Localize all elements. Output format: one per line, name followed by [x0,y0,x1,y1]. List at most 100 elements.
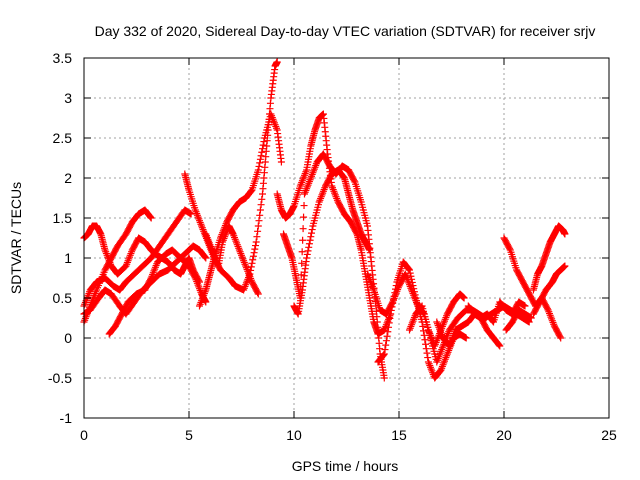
series-sat-i [273,110,395,338]
data-point [254,222,262,230]
data-point [390,292,398,300]
y-tick-label: 2.5 [53,130,73,146]
series-sat-s [529,262,569,318]
data-point [350,177,358,185]
data-point [561,262,569,270]
data-point [298,248,306,256]
data-point [366,246,374,254]
series-sat-m [374,258,470,382]
data-point [258,195,266,203]
data-point [557,334,565,342]
x-tick-label: 20 [496,427,512,443]
data-point [409,282,417,290]
data-point [462,334,470,342]
data-point [277,158,285,166]
data-point [254,289,262,297]
x-tick-label: 5 [185,427,193,443]
data-point [300,213,308,221]
data-point [258,148,266,156]
data-point [387,306,395,314]
data-point [249,252,257,260]
data-point [495,341,503,349]
data-point [252,242,259,250]
data-point [496,342,504,350]
data-point [411,291,419,299]
data-point [421,336,429,344]
data-point [460,294,468,302]
data-point [304,247,312,255]
data-point [384,328,392,336]
data-point [422,340,430,348]
data-point [300,202,308,210]
series-sat-p [464,298,529,326]
data-point [380,374,388,382]
data-point [202,254,210,262]
data-point [382,341,390,349]
data-point [147,275,154,283]
data-point [506,245,514,253]
data-point [305,240,313,248]
data-point [297,271,305,279]
data-point [389,296,397,304]
data-point [299,236,307,244]
data-point [256,155,264,163]
data-point [273,58,281,66]
data-point [251,245,259,253]
data-point [306,236,314,244]
series-sat-h [202,222,262,298]
data-point [424,354,432,362]
data-point [521,302,529,310]
data-point [259,145,266,153]
data-point [410,285,418,293]
data-point [382,337,390,345]
y-tick-label: 1 [64,250,72,266]
data-point [299,225,307,233]
data-point [410,288,418,296]
series-sat-t [502,306,535,334]
data-point [201,253,209,261]
data-point [307,233,315,241]
series-sat-k [290,166,374,318]
y-axis-label: SDTVAR / TECUs [8,182,24,294]
data-point [420,327,427,335]
data-point [386,314,394,322]
data-point [308,226,316,234]
data-point [407,272,415,280]
data-point [380,350,388,358]
y-tick-label: -0.5 [48,370,72,386]
data-point [556,333,564,341]
data-point [392,285,399,293]
axis-ticks: 0 5 10 15 20 25 -1 -0.5 0 0.5 1 1.5 2 2.5 3 3.5 [48,50,617,443]
data-point [387,310,395,318]
data-point [298,259,306,267]
series-sat-r [529,222,569,294]
data-point [247,187,255,195]
data-point [256,206,264,214]
y-tick-label: 1.5 [53,210,73,226]
data-point [256,159,264,167]
y-tick-label: 0 [64,330,72,346]
data-point [383,332,391,340]
data-point [381,346,389,354]
data-point [255,217,263,225]
data-point [391,289,399,297]
data-point [253,233,261,241]
data-point [308,229,315,237]
y-tick-label: 3.5 [53,50,73,66]
data-point [422,345,430,353]
data-point [392,282,400,290]
plot-frame [83,57,610,419]
data-point [147,214,155,222]
data-point [247,263,255,271]
data-points [80,58,569,382]
data-point [254,166,262,174]
data-point [406,269,414,277]
data-point [248,259,256,267]
data-point [249,256,257,264]
data-point [260,138,268,146]
data-point [385,319,393,327]
data-point [543,305,551,313]
data-point [389,299,397,307]
data-point [255,162,263,170]
